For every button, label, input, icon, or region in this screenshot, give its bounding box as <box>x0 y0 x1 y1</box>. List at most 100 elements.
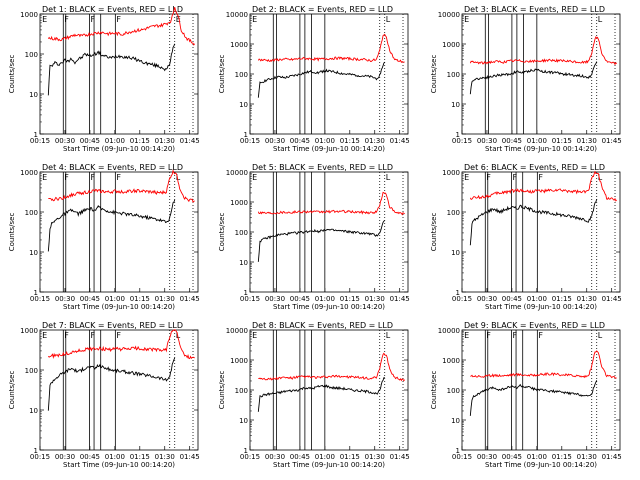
y-axis-label: Counts/sec <box>218 55 226 94</box>
series-black-line <box>469 198 598 246</box>
segment-marker: F <box>538 173 543 182</box>
segment-marker: F <box>486 173 491 182</box>
x-tick-label: 01:45 <box>180 453 200 461</box>
series-black-line <box>47 43 176 96</box>
series-black-line <box>257 61 386 98</box>
y-axis-label: Counts/sec <box>430 213 438 252</box>
x-tick-label: 00:15 <box>452 137 472 145</box>
plot-frame <box>39 329 199 451</box>
x-tick-label: 00:45 <box>502 453 522 461</box>
x-tick-label: 00:45 <box>502 137 522 145</box>
segment-marker: F <box>91 15 96 24</box>
x-tick-label: 01:45 <box>602 453 622 461</box>
detector-panel-3: Det 3: BLACK = Events, RED = LLD 1 10 100 10… <box>430 5 622 153</box>
x-tick-label: 00:30 <box>265 453 285 461</box>
x-tick-label: 01:30 <box>577 137 597 145</box>
x-tick-label: 00:30 <box>55 295 75 303</box>
series-black-line <box>469 380 598 416</box>
x-tick-label: 00:15 <box>240 137 260 145</box>
y-tick-label: 100 <box>25 51 38 59</box>
x-tick-label: 00:45 <box>80 295 100 303</box>
y-tick-label: 1000 <box>442 41 460 49</box>
plot-frame <box>39 13 199 135</box>
x-tick-label: 01:30 <box>155 295 175 303</box>
segment-marker: E <box>42 173 47 182</box>
series-red-line <box>470 350 617 379</box>
panel-title: Det 5: BLACK = Events, RED = LLD <box>252 163 393 172</box>
x-tick-label: 01:00 <box>527 453 547 461</box>
y-tick-label: 1000 <box>442 169 460 177</box>
x-tick-label: 00:30 <box>477 453 497 461</box>
segment-marker: E <box>252 331 257 340</box>
x-axis-label: Start Time (09-Jun-10 00:14:20) <box>273 145 385 153</box>
segment-marker: E <box>252 15 257 24</box>
detector-panel-4: Det 4: BLACK = Events, RED = LLD 1 10 100 10… <box>8 163 200 311</box>
y-tick-label: 100 <box>235 71 248 79</box>
y-tick-label: 100 <box>447 209 460 217</box>
y-tick-label: 1 <box>456 289 460 297</box>
x-tick-label: 01:45 <box>180 295 200 303</box>
y-tick-label: 10000 <box>226 11 248 19</box>
x-tick-label: 01:30 <box>577 453 597 461</box>
y-tick-label: 1000 <box>20 169 38 177</box>
segment-marker: F <box>91 173 96 182</box>
y-tick-label: 1 <box>244 447 248 455</box>
x-tick-label: 00:15 <box>452 295 472 303</box>
y-tick-label: 1000 <box>230 41 248 49</box>
y-tick-label: 10 <box>239 417 248 425</box>
segment-marker: E <box>42 15 47 24</box>
y-axis-label: Counts/sec <box>430 55 438 94</box>
plot-frame <box>461 171 621 293</box>
detector-panel-1: Det 1: BLACK = Events, RED = LLD 1 10 100 10… <box>8 5 200 153</box>
x-tick-label: 00:15 <box>30 137 50 145</box>
y-tick-label: 1 <box>456 131 460 139</box>
x-tick-label: 01:00 <box>105 137 125 145</box>
x-tick-label: 01:15 <box>340 453 360 461</box>
plot-frame <box>461 13 621 135</box>
series-red-line <box>257 191 405 216</box>
y-tick-label: 1000 <box>230 199 248 207</box>
segment-marker: F <box>116 15 121 24</box>
x-tick-label: 01:30 <box>155 137 175 145</box>
x-tick-label: 01:45 <box>602 137 622 145</box>
panel-title: Det 7: BLACK = Events, RED = LLD <box>42 321 183 330</box>
x-tick-label: 00:45 <box>290 137 310 145</box>
detector-panel-7: Det 7: BLACK = Events, RED = LLD 1 10 100 10… <box>8 321 200 469</box>
panel-title: Det 3: BLACK = Events, RED = LLD <box>464 5 605 14</box>
y-tick-label: 10000 <box>438 11 460 19</box>
segment-marker: F <box>486 331 491 340</box>
x-tick-label: 01:15 <box>130 137 150 145</box>
y-tick-label: 1000 <box>20 11 38 19</box>
series-black-line <box>47 357 176 411</box>
panel-title: Det 4: BLACK = Events, RED = LLD <box>42 163 183 172</box>
series-red-line <box>469 170 617 202</box>
x-tick-label: 00:15 <box>240 453 260 461</box>
x-tick-label: 01:00 <box>527 295 547 303</box>
x-tick-label: 01:00 <box>315 295 335 303</box>
y-tick-label: 1 <box>34 289 38 297</box>
x-tick-label: 01:15 <box>130 295 150 303</box>
x-tick-label: 01:45 <box>390 453 410 461</box>
y-axis-label: Counts/sec <box>8 371 16 410</box>
x-tick-label: 01:30 <box>155 453 175 461</box>
series-black-line <box>257 377 385 412</box>
segment-marker: L <box>598 173 603 182</box>
x-tick-label: 00:30 <box>55 137 75 145</box>
segment-marker: F <box>116 173 121 182</box>
x-axis-label: Start Time (09-Jun-10 00:14:20) <box>273 461 385 469</box>
x-tick-label: 00:45 <box>290 453 310 461</box>
y-tick-label: 100 <box>25 209 38 217</box>
segment-marker: L <box>598 15 603 24</box>
y-axis-label: Counts/sec <box>218 371 226 410</box>
x-tick-label: 01:15 <box>552 137 572 145</box>
series-red-line <box>47 7 196 46</box>
x-tick-label: 01:30 <box>365 295 385 303</box>
y-tick-label: 10 <box>29 91 38 99</box>
x-tick-label: 00:15 <box>240 295 260 303</box>
segment-marker: F <box>64 331 69 340</box>
segment-marker: E <box>464 173 469 182</box>
x-tick-label: 00:30 <box>265 295 285 303</box>
x-tick-label: 01:45 <box>390 137 410 145</box>
x-axis-label: Start Time (09-Jun-10 00:14:20) <box>485 303 597 311</box>
